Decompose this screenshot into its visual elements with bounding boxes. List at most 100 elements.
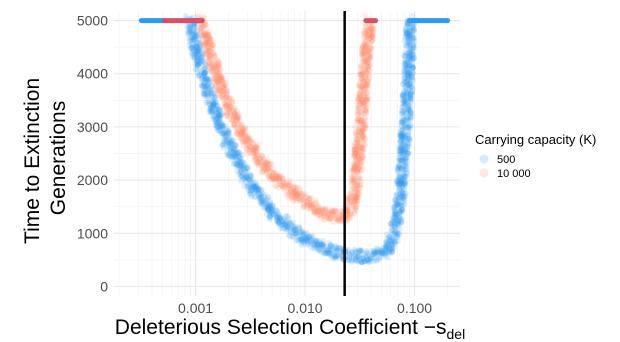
data-point — [382, 245, 389, 252]
data-point — [232, 150, 239, 157]
data-point — [187, 28, 194, 35]
data-point — [212, 121, 219, 128]
data-point — [392, 196, 399, 203]
data-point — [243, 174, 250, 181]
data-point — [363, 107, 370, 114]
data-point — [372, 251, 379, 258]
data-point — [216, 112, 223, 119]
data-point — [346, 250, 353, 257]
data-point — [306, 234, 313, 241]
data-point — [190, 51, 197, 58]
data-point — [247, 187, 254, 194]
data-point — [349, 257, 356, 264]
data-point — [213, 114, 220, 121]
data-point — [233, 149, 240, 156]
data-point — [252, 184, 259, 191]
data-point — [209, 109, 216, 116]
data-point — [266, 176, 273, 183]
data-point — [370, 247, 377, 254]
data-point — [188, 44, 195, 51]
data-point — [240, 126, 247, 133]
data-point — [280, 218, 287, 225]
data-point — [187, 22, 194, 29]
data-point — [206, 79, 213, 86]
data-point — [206, 109, 213, 116]
data-point — [394, 231, 401, 238]
data-point — [396, 174, 403, 181]
data-point — [328, 243, 335, 250]
data-point — [198, 66, 205, 73]
data-point — [301, 238, 308, 245]
data-point — [204, 75, 211, 82]
data-point — [242, 179, 249, 186]
data-point — [315, 246, 322, 253]
data-point — [397, 150, 404, 157]
data-point — [386, 233, 393, 240]
data-point — [327, 246, 334, 253]
data-point — [405, 150, 412, 157]
data-point — [275, 219, 282, 226]
data-point — [407, 122, 414, 129]
data-point — [193, 28, 200, 35]
data-point — [188, 36, 195, 43]
data-point — [241, 160, 248, 167]
data-point — [319, 243, 326, 250]
data-point — [391, 219, 398, 226]
data-point — [291, 226, 298, 233]
data-point — [215, 118, 222, 125]
data-point — [396, 162, 403, 169]
data-point — [217, 113, 224, 120]
data-point — [270, 211, 277, 218]
data-point — [231, 151, 238, 158]
data-point — [390, 230, 397, 237]
data-point — [398, 217, 405, 224]
data-point — [360, 137, 367, 144]
data-point — [193, 53, 200, 60]
data-point — [399, 174, 406, 181]
data-point — [187, 29, 194, 36]
data-point — [210, 90, 217, 97]
data-point — [226, 142, 233, 149]
data-point — [398, 148, 405, 155]
legend-label-500: 500 — [497, 154, 515, 166]
data-point — [221, 84, 228, 91]
data-point — [219, 141, 226, 148]
data-point — [226, 135, 233, 142]
data-point — [240, 161, 247, 168]
data-point — [301, 232, 308, 239]
data-point — [216, 118, 223, 125]
data-point — [225, 127, 232, 134]
data-point — [227, 137, 234, 144]
data-point — [357, 247, 364, 254]
data-point — [387, 247, 394, 254]
data-point — [400, 140, 407, 147]
data-point — [260, 197, 267, 204]
data-point — [187, 27, 194, 34]
data-point — [263, 204, 270, 211]
data-point — [226, 143, 233, 150]
data-point — [332, 253, 339, 260]
data-point — [246, 183, 253, 190]
data-point — [351, 246, 358, 253]
data-point — [404, 69, 411, 76]
data-point — [276, 213, 283, 220]
data-point — [354, 96, 361, 103]
data-point — [360, 254, 367, 261]
data-point — [388, 220, 395, 227]
data-point — [304, 235, 311, 242]
data-point — [191, 36, 198, 43]
data-point — [197, 42, 204, 49]
data-point — [198, 76, 205, 83]
data-point — [190, 44, 197, 51]
data-point — [199, 84, 206, 91]
data-point — [407, 115, 414, 122]
data-point — [275, 214, 282, 221]
data-point — [326, 239, 333, 246]
data-point — [197, 60, 204, 67]
data-point — [395, 220, 402, 227]
data-point — [265, 204, 272, 211]
data-point — [246, 177, 253, 184]
data-point — [395, 169, 402, 176]
data-point — [383, 239, 390, 246]
